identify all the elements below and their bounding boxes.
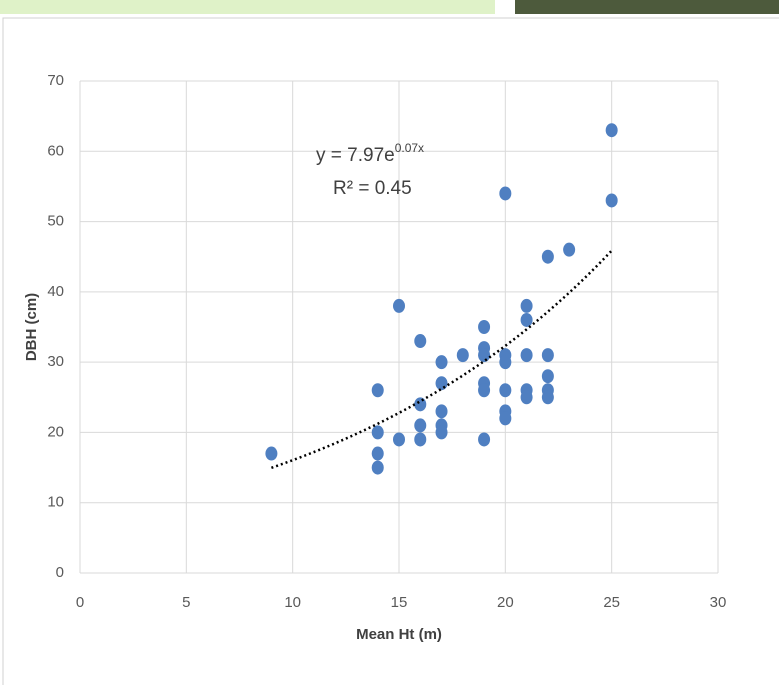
point (542, 390, 554, 404)
point (436, 355, 448, 369)
point (542, 348, 554, 362)
y-tick-label: 50 (47, 213, 64, 230)
chart-frame (3, 18, 779, 685)
point (414, 432, 426, 446)
x-axis-label: Mean Ht (m) (356, 626, 442, 643)
x-tick-label: 10 (284, 594, 301, 611)
x-tick-label: 5 (182, 594, 190, 611)
y-tick-label: 10 (47, 494, 64, 511)
chart: 010203040506070051015202530 Mean Ht (m) … (0, 0, 779, 685)
point (436, 376, 448, 390)
point (414, 334, 426, 348)
point (478, 320, 490, 334)
equation-exponent: 0.07x (395, 141, 424, 155)
point (478, 348, 490, 362)
point (372, 425, 384, 439)
point (414, 397, 426, 411)
point (521, 348, 533, 362)
top-banner (0, 0, 495, 14)
equation-base: y = 7.97e (316, 145, 395, 166)
point (521, 299, 533, 313)
y-tick-label: 60 (47, 142, 64, 159)
point (478, 383, 490, 397)
point (499, 186, 511, 200)
point (542, 250, 554, 264)
point (265, 447, 277, 461)
point (372, 447, 384, 461)
point (606, 123, 618, 137)
point (563, 243, 575, 257)
point (521, 390, 533, 404)
top-image (515, 0, 779, 14)
y-axis-label: DBH (cm) (23, 293, 40, 361)
point (436, 425, 448, 439)
point (499, 411, 511, 425)
y-tick-label: 70 (47, 72, 64, 89)
x-tick-label: 15 (391, 594, 408, 611)
point (457, 348, 469, 362)
point (372, 383, 384, 397)
point (606, 193, 618, 207)
point (542, 369, 554, 383)
point (478, 432, 490, 446)
point (521, 313, 533, 327)
r-squared: R² = 0.45 (333, 178, 412, 199)
point (372, 461, 384, 475)
point (436, 404, 448, 418)
point (393, 432, 405, 446)
point (414, 418, 426, 432)
y-tick-label: 20 (47, 423, 64, 440)
x-tick-label: 0 (76, 594, 84, 611)
y-tick-label: 0 (56, 564, 64, 581)
point (499, 355, 511, 369)
page: 010203040506070051015202530 Mean Ht (m) … (0, 0, 779, 685)
x-tick-label: 25 (603, 594, 620, 611)
point (499, 383, 511, 397)
y-tick-label: 40 (47, 283, 64, 300)
x-tick-label: 30 (710, 594, 727, 611)
x-tick-label: 20 (497, 594, 514, 611)
y-tick-label: 30 (47, 353, 64, 370)
point (393, 299, 405, 313)
